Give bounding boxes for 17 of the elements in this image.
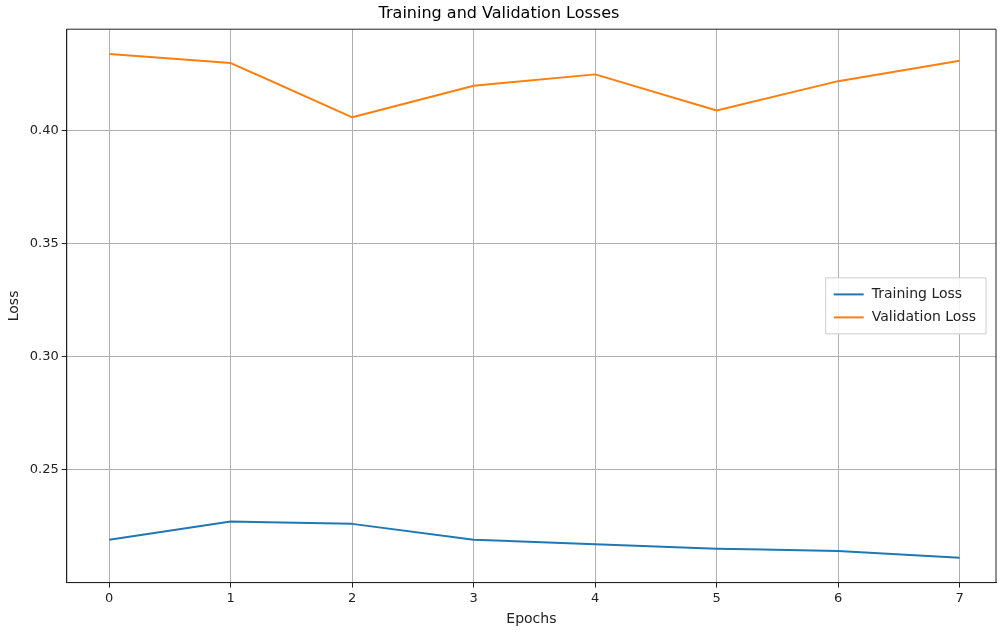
chart-title: Training and Validation Losses <box>377 2 620 22</box>
x-tick-label: 5 <box>712 589 721 605</box>
y-tick-label: 0.35 <box>29 235 59 251</box>
x-tick-label: 0 <box>105 589 114 605</box>
x-tick-label: 1 <box>226 589 235 605</box>
x-axis-title: Epochs <box>506 610 557 627</box>
x-tick-label: 6 <box>833 589 843 605</box>
x-tick-label: 7 <box>955 589 964 605</box>
y-axis-title: Loss <box>5 290 22 322</box>
legend-label: Training Loss <box>870 285 963 302</box>
y-tick-label: 0.30 <box>29 348 59 364</box>
legend-label: Validation Loss <box>871 308 977 325</box>
y-tick-label: 0.40 <box>29 122 59 138</box>
x-tick-label: 2 <box>348 589 357 605</box>
y-tick-label: 0.25 <box>29 461 59 477</box>
x-tick-label: 3 <box>469 589 478 605</box>
x-tick-label: 4 <box>591 589 600 605</box>
